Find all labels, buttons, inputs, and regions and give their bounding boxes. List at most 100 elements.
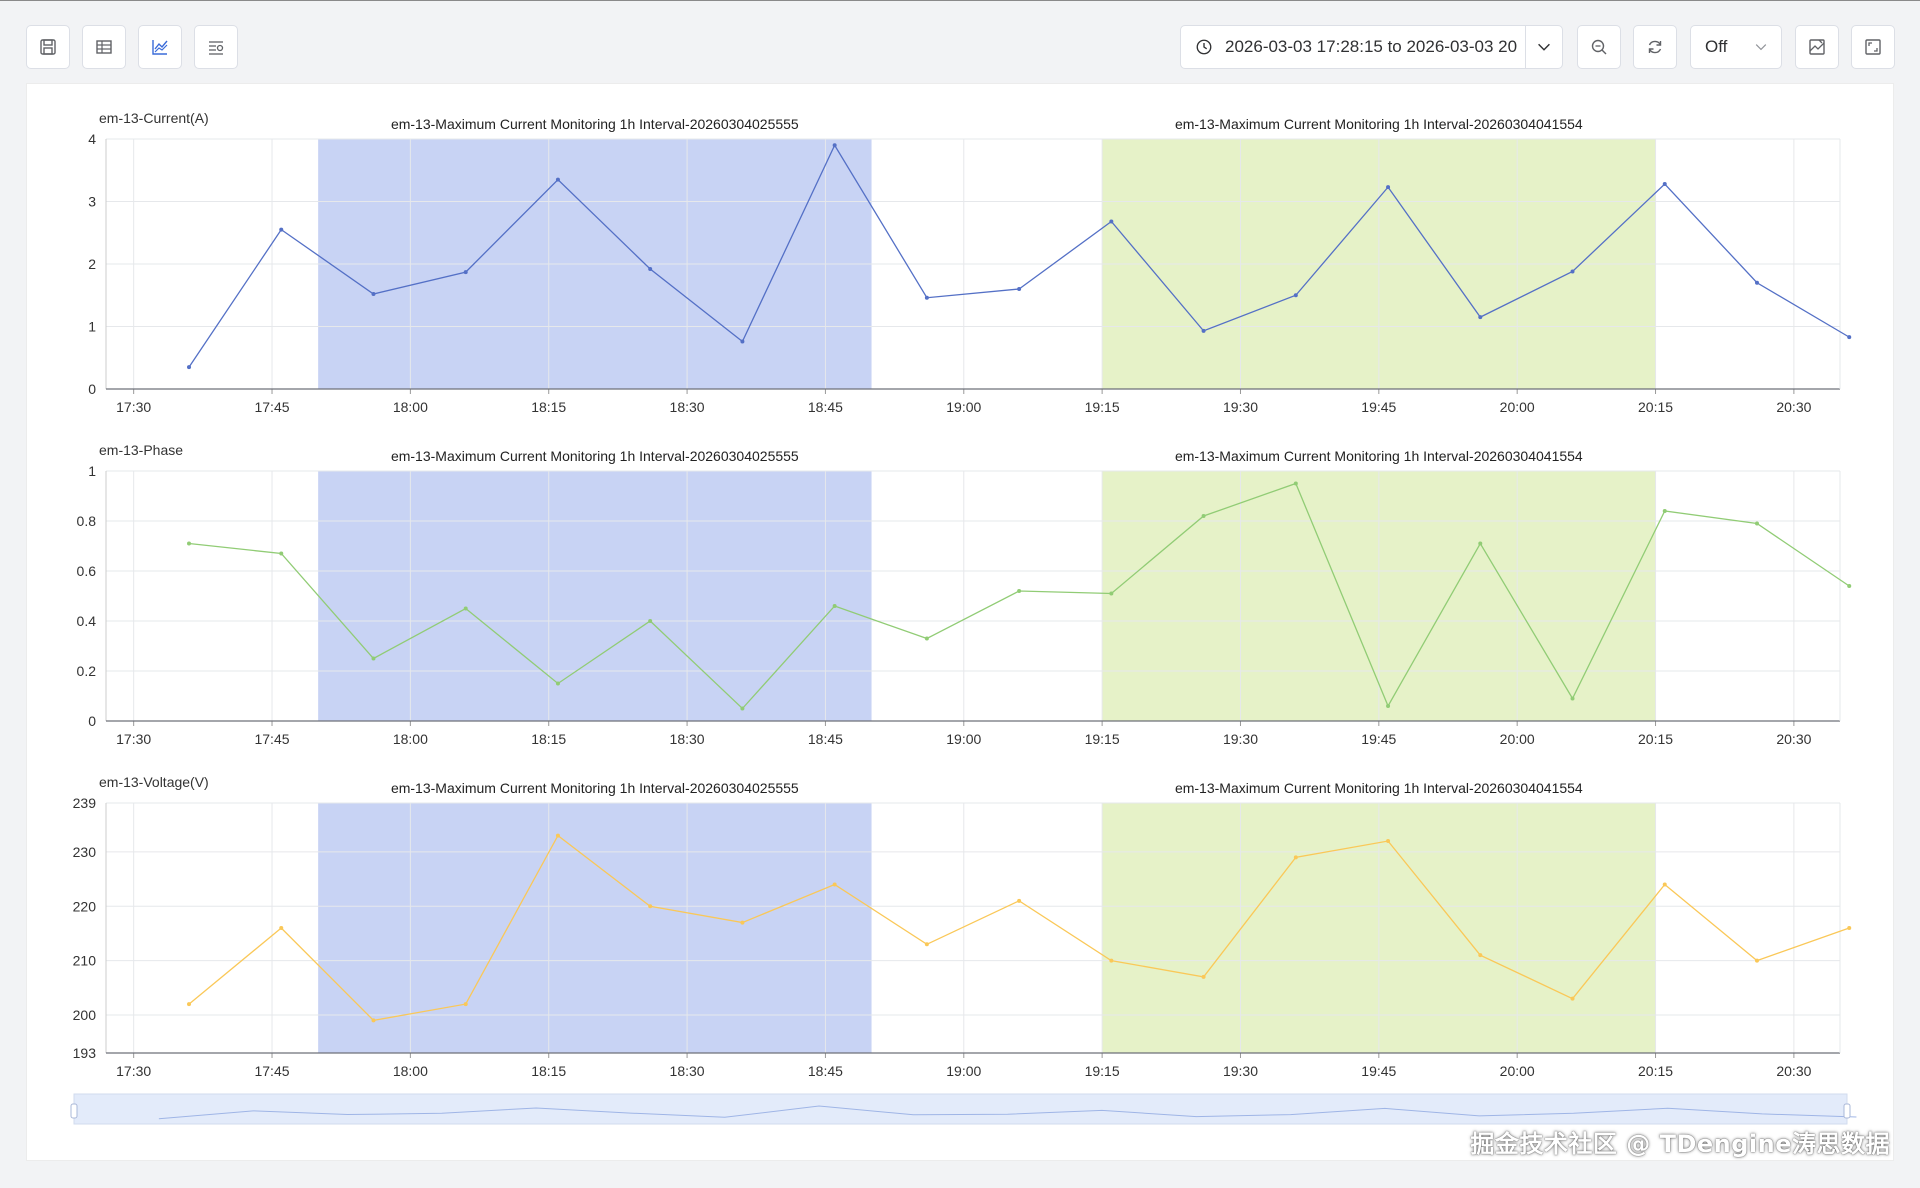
data-point	[1847, 584, 1852, 588]
x-tick-label: 17:30	[116, 1063, 151, 1079]
y-tick-label: 0	[88, 713, 96, 729]
data-point	[1201, 514, 1206, 518]
chart-3: em-13-Maximum Current Monitoring 1h Inte…	[73, 774, 1852, 1079]
zoom-out-button[interactable]	[1577, 25, 1621, 69]
annotation-label: em-13-Maximum Current Monitoring 1h Inte…	[1175, 780, 1583, 796]
clock-icon	[1196, 39, 1212, 55]
y-tick-label: 220	[73, 898, 97, 914]
y-tick-label: 0	[88, 381, 96, 397]
data-point	[1109, 591, 1114, 596]
x-tick-label: 18:45	[808, 731, 843, 747]
annotation-band	[318, 471, 872, 721]
edit-image-button[interactable]	[1795, 25, 1839, 69]
x-tick-label: 17:30	[116, 399, 151, 415]
x-tick-label: 19:45	[1361, 399, 1396, 415]
zoom-out-icon	[1591, 39, 1607, 55]
overview-handle-left	[70, 1103, 78, 1119]
chevron-down-icon	[1538, 43, 1550, 51]
time-range-dropdown-button[interactable]	[1525, 25, 1563, 69]
x-tick-label: 20:00	[1500, 731, 1535, 747]
x-tick-label: 18:15	[531, 731, 566, 747]
save-button[interactable]	[26, 25, 70, 69]
x-tick-label: 18:30	[670, 399, 705, 415]
fullscreen-icon	[1865, 39, 1881, 55]
data-point	[1017, 287, 1022, 291]
x-tick-label: 18:15	[531, 399, 566, 415]
x-tick-label: 17:45	[254, 399, 289, 415]
data-point	[1386, 704, 1391, 708]
chart-view-button[interactable]	[138, 25, 182, 69]
data-point	[740, 920, 745, 925]
query-panel-button[interactable]	[194, 25, 238, 69]
fullscreen-button[interactable]	[1851, 25, 1895, 69]
overview-line	[158, 1105, 1857, 1120]
auto-refresh-select[interactable]: Off	[1690, 25, 1782, 69]
overview-handle-right	[1843, 1103, 1851, 1119]
annotation-label: em-13-Maximum Current Monitoring 1h Inte…	[391, 116, 799, 132]
x-tick-label: 19:00	[946, 1063, 981, 1079]
data-point	[1201, 974, 1206, 979]
refresh-button[interactable]	[1633, 25, 1677, 69]
data-point	[1570, 269, 1575, 274]
time-range-picker[interactable]: 2026-03-03 17:28:15 to 2026-03-03 20	[1180, 25, 1526, 69]
data-point	[1754, 521, 1759, 526]
table-view-icon	[96, 40, 112, 54]
y-tick-label: 2	[88, 256, 96, 272]
x-tick-label: 19:30	[1223, 1063, 1258, 1079]
edit-image-icon	[1809, 39, 1825, 55]
data-point	[1754, 958, 1759, 963]
save-icon	[40, 39, 56, 55]
data-point	[1847, 926, 1852, 930]
annotation-label: em-13-Maximum Current Monitoring 1h Inte…	[1175, 448, 1583, 464]
data-point	[1478, 953, 1483, 958]
y-tick-label: 4	[88, 131, 96, 147]
data-point	[1293, 855, 1298, 860]
chart-2: em-13-Maximum Current Monitoring 1h Inte…	[77, 442, 1852, 747]
x-tick-label: 18:30	[670, 731, 705, 747]
annotation-label: em-13-Maximum Current Monitoring 1h Inte…	[391, 780, 799, 796]
data-point	[1662, 509, 1667, 513]
charts-canvas: em-13-Maximum Current Monitoring 1h Inte…	[70, 110, 1857, 1125]
data-point	[1109, 958, 1114, 963]
x-tick-label: 18:00	[393, 731, 428, 747]
window-top-border	[0, 0, 1920, 1]
x-tick-label: 20:15	[1638, 731, 1673, 747]
toolbar: 2026-03-03 17:28:15 to 2026-03-03 20 Off	[0, 0, 1920, 82]
data-point	[555, 681, 560, 686]
y-tick-label: 1	[88, 463, 96, 479]
data-point	[1478, 315, 1483, 320]
y-tick-label: 3	[88, 194, 96, 210]
x-tick-label: 20:15	[1638, 399, 1673, 415]
data-point	[463, 1002, 468, 1007]
x-tick-label: 19:15	[1085, 399, 1120, 415]
data-point	[648, 619, 653, 623]
data-point	[279, 227, 284, 232]
query-panel-icon	[209, 41, 224, 55]
data-point	[1386, 185, 1391, 190]
data-point	[1293, 293, 1298, 298]
auto-refresh-value: Off	[1705, 37, 1728, 56]
data-point	[1478, 541, 1483, 546]
data-point	[832, 882, 837, 887]
data-point	[1847, 335, 1852, 340]
data-point	[740, 706, 745, 711]
data-point	[279, 551, 284, 556]
data-point	[1201, 328, 1206, 333]
y-axis-label: em-13-Phase	[99, 442, 183, 458]
data-point	[279, 926, 284, 930]
x-tick-label: 18:45	[808, 1063, 843, 1079]
data-point	[371, 292, 376, 296]
x-tick-label: 19:00	[946, 731, 981, 747]
y-tick-label: 0.2	[77, 663, 97, 679]
x-tick-label: 19:30	[1223, 399, 1258, 415]
table-view-button[interactable]	[82, 25, 126, 69]
data-point	[648, 267, 653, 271]
data-point	[924, 942, 929, 947]
watermark: 掘金技术社区 @ TDengine涛思数据	[1470, 1130, 1890, 1158]
x-tick-label: 19:15	[1085, 731, 1120, 747]
data-point	[1662, 882, 1667, 887]
data-point	[463, 270, 468, 275]
x-tick-label: 19:45	[1361, 731, 1396, 747]
x-tick-label: 17:45	[254, 1063, 289, 1079]
y-axis-label: em-13-Current(A)	[99, 110, 209, 126]
